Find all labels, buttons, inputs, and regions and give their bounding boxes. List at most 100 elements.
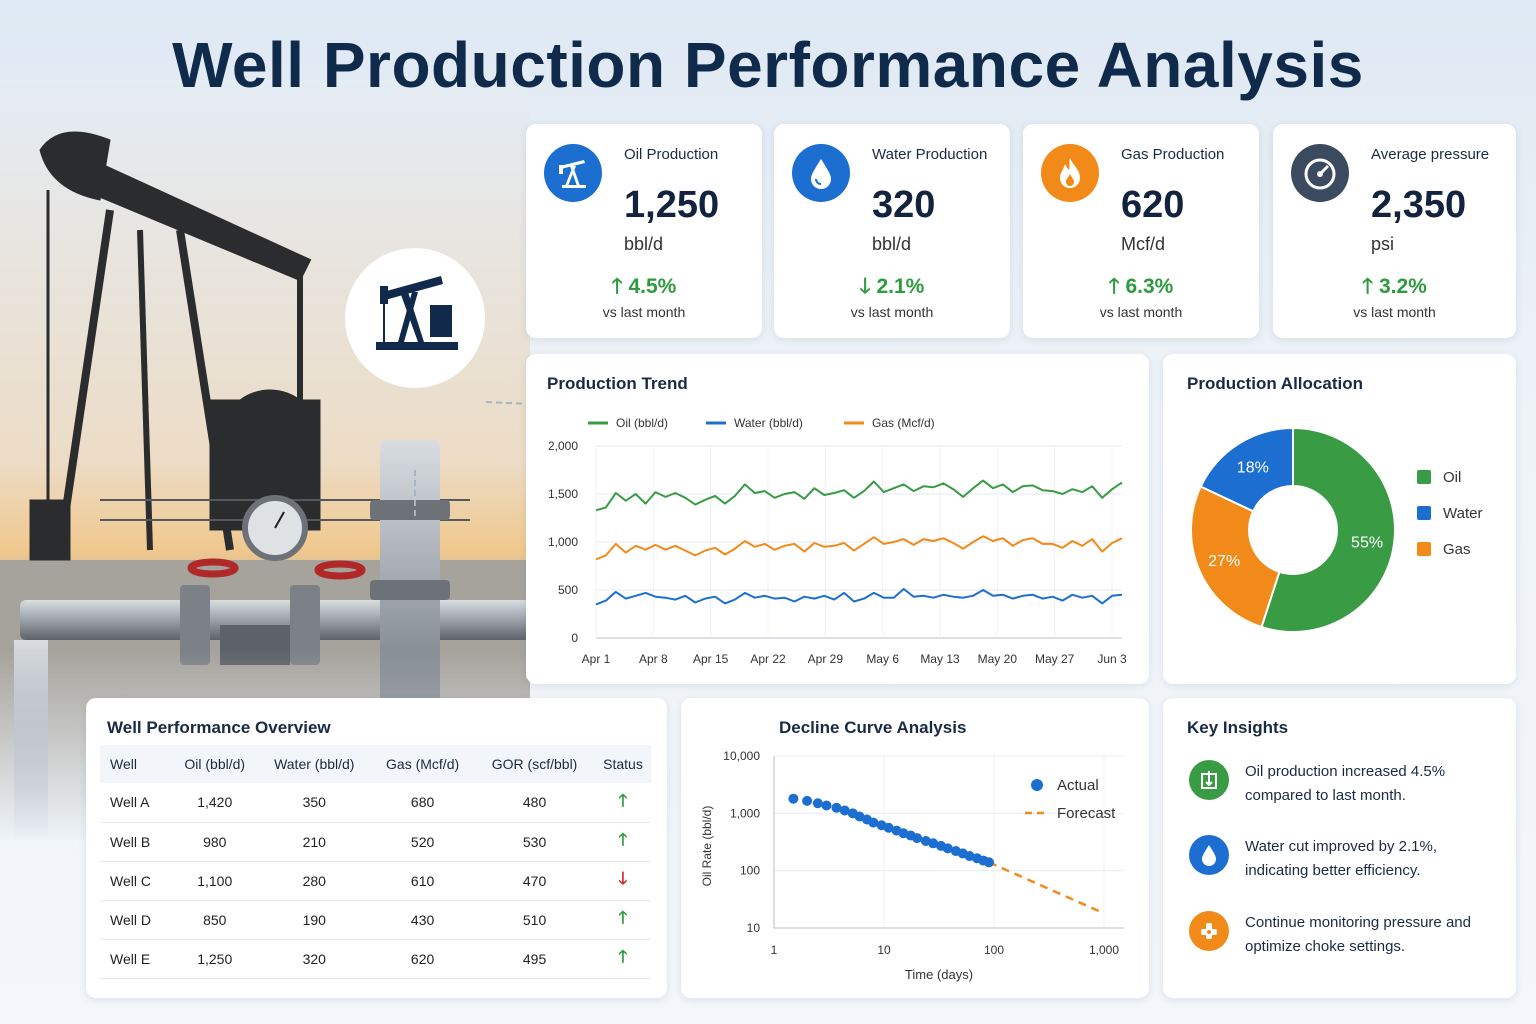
arrow-down-icon: 🡓 (859, 275, 871, 298)
status-up-icon: 🡑 (594, 822, 651, 862)
actual-point (942, 843, 953, 854)
status-up-icon: 🡑 (594, 900, 651, 940)
kpi-card-water: Water Production 320 bbl/d 🡓 2.1% vs las… (774, 124, 1010, 338)
x-tick-label: Apr 15 (693, 652, 729, 666)
table-cell: 980 (171, 822, 258, 862)
chart-title: Decline Curve Analysis (779, 718, 967, 737)
pie-slice-water (1199, 426, 1294, 513)
kpi-card-oil: Oil Production 1,250 bbl/d 🡑 4.5% vs las… (526, 124, 762, 338)
table-cell: 510 (474, 900, 595, 940)
production-allocation-chart: 55% 27% 18% Oil Water Gas (1190, 426, 1482, 633)
slice-value-label: 27% (1208, 553, 1240, 570)
status-up-icon: 🡑 (594, 783, 651, 823)
table-row: Well A 1,420 350 680 480 🡑 (100, 783, 651, 823)
table-row: Well E 1,250 320 620 495 🡑 (100, 939, 651, 979)
y-tick-label: 500 (558, 583, 578, 597)
arrow-up-icon: 🡑 (1108, 275, 1120, 298)
y-tick-label: 2,000 (548, 439, 578, 453)
kpi-unit: Mcf/d (1121, 234, 1166, 254)
x-tick-label: May 27 (1035, 652, 1075, 666)
actual-point (788, 793, 799, 804)
table-cell: 530 (474, 822, 595, 862)
kpi-change: 🡑 3.2% (1362, 275, 1427, 298)
legend-label: Gas (Mcf/d) (872, 416, 935, 430)
table-cell: 1,250 (171, 939, 258, 979)
table-cell: 350 (257, 783, 371, 823)
x-tick-label: 1,000 (1089, 943, 1119, 957)
actual-point (928, 838, 939, 849)
column-header: GOR (scf/bbl) (474, 745, 595, 783)
table-cell: 430 (371, 900, 475, 940)
column-header: Status (594, 745, 651, 783)
legend-item-actual: Actual (1031, 777, 1099, 794)
series-line-2 (595, 535, 1123, 561)
insights-title: Key Insights (1187, 718, 1289, 737)
kpi-value: 1,250 (624, 184, 720, 226)
column-header: Water (bbl/d) (257, 745, 371, 783)
column-header: Well (100, 745, 172, 783)
legend-item-water: Water (1417, 505, 1482, 522)
insight-text: Water cut improved by 2.1%, indicating b… (1245, 838, 1438, 879)
actual-point (883, 822, 894, 833)
x-tick-label: May 13 (920, 652, 960, 666)
legend-label: Gas (1443, 541, 1471, 558)
x-tick-label: Apr 29 (808, 652, 844, 666)
chart-title: Production Trend (547, 374, 688, 393)
column-header: Oil (bbl/d) (171, 745, 258, 783)
actual-point (912, 833, 923, 844)
pumpjack-badge-icon (1189, 760, 1229, 800)
status-down-icon: 🡓 (594, 861, 651, 901)
table-cell: Well E (100, 939, 172, 979)
kpi-compare: vs last month (1353, 304, 1436, 320)
table-cell: Well B (100, 822, 172, 862)
page-title: Well Production Performance Analysis (172, 29, 1364, 101)
table-cell: 850 (171, 900, 258, 940)
y-tick-label: 10,000 (723, 749, 760, 763)
y-tick-label: 1,000 (730, 806, 760, 820)
x-tick-label: Apr 22 (750, 652, 786, 666)
table-cell: 280 (257, 861, 371, 901)
table-header-row: Well Oil (bbl/d) Water (bbl/d) Gas (Mcf/d) G… (100, 745, 651, 783)
table-cell: 520 (371, 822, 475, 862)
kpi-compare: vs last month (1099, 304, 1183, 320)
table-cell: 210 (257, 822, 371, 862)
decline-curve-card: Decline Curve Analysis 10 100 1,000 10,000 1… (681, 698, 1149, 998)
actual-point (868, 817, 879, 828)
forecast-line (988, 861, 1105, 915)
gauge-icon (1291, 144, 1349, 202)
legend-item-oil: Oil (1417, 469, 1461, 486)
y-tick-label: 10 (747, 921, 761, 935)
production-allocation-card: Production Allocation 55% 27% 18% Oil Water G… (1163, 354, 1516, 684)
x-tick-label: May 6 (866, 652, 899, 666)
kpi-compare: vs last month (602, 304, 686, 320)
legend-label: Actual (1057, 777, 1099, 794)
decline-curve-chart: 10 100 1,000 10,000 1 10 100 1,000 Time (days) Oi… (700, 749, 1124, 982)
insight-text: Continue monitoring pressure and optimiz… (1245, 914, 1471, 955)
x-tick-label: 100 (984, 943, 1004, 957)
insight-text: Oil production increased 4.5% compared t… (1245, 763, 1446, 804)
pumpjack-callout-icon (376, 276, 458, 350)
table-row: Well D 850 190 430 510 🡑 (100, 900, 651, 940)
y-tick-label: 1,500 (548, 487, 578, 501)
key-insights-card: Key Insights Oil production increased 4.… (1163, 698, 1516, 998)
kpi-card-pressure: Average pressure 2,350 psi 🡑 3.2% vs las… (1273, 124, 1516, 338)
legend-label: Oil (1443, 469, 1461, 486)
table-cell: 620 (371, 939, 475, 979)
table-cell: 1,100 (171, 861, 258, 901)
y-tick-label: 0 (571, 631, 578, 645)
column-header: Gas (Mcf/d) (371, 745, 475, 783)
slice-value-label: 55% (1351, 535, 1383, 552)
legend-item-0: Oil (bbl/d) (588, 416, 668, 430)
kpi-label: Gas Production (1121, 146, 1225, 163)
table-cell: 1,420 (171, 783, 258, 823)
flame-icon (1041, 144, 1099, 202)
series-line-0 (595, 479, 1123, 512)
table-row: Well C 1,100 280 610 470 🡓 (100, 861, 651, 901)
well-performance-card: Well Performance Overview Well Oil (bbl/d… (86, 698, 667, 998)
kpi-change: 🡓 2.1% (859, 275, 925, 298)
series-line-1 (595, 588, 1123, 606)
actual-point (831, 802, 842, 813)
legend-item-2: Gas (Mcf/d) (844, 416, 935, 430)
kpi-value: 320 (872, 184, 936, 226)
production-trend-card: Production Trend Oil (bbl/d) Water (bbl/d… (526, 354, 1149, 684)
